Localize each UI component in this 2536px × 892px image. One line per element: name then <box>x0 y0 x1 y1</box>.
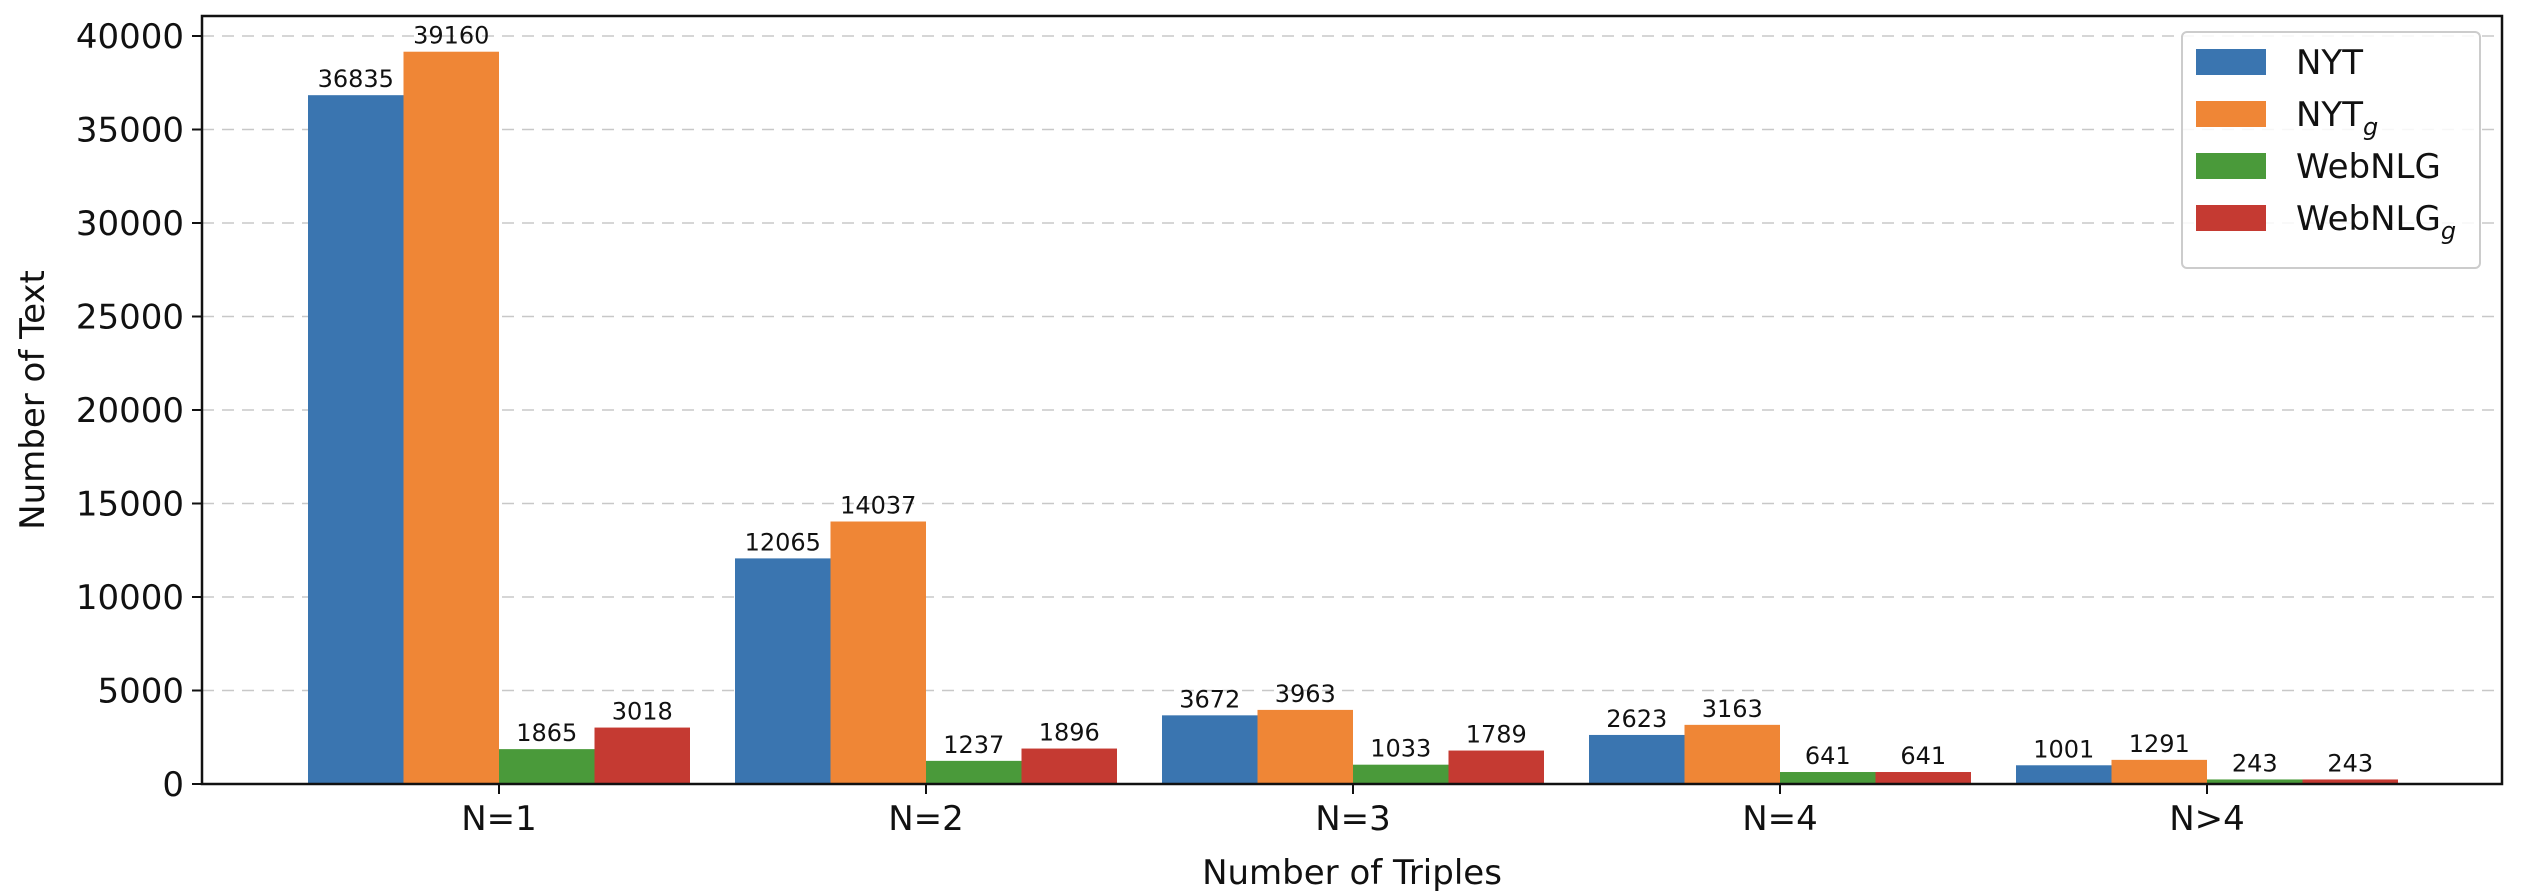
y-tick-label: 30000 <box>76 204 184 244</box>
data-label: 3018 <box>612 698 673 726</box>
data-labels-group: 36835 39160 1865 3018 12065 14037 1237 1896 3672… <box>318 22 2374 778</box>
data-label: 243 <box>2232 749 2278 777</box>
bar-WebNLG-N=2 <box>926 760 1022 784</box>
x-tick-label: N=3 <box>1315 799 1391 839</box>
data-label: 12065 <box>745 528 821 556</box>
data-label: 1896 <box>1039 719 1100 747</box>
bar-WebNLGg-N>4 <box>2302 779 2398 784</box>
bar-NYTg-N=2 <box>830 521 926 784</box>
data-label: 3163 <box>1702 695 1763 723</box>
data-label: 1001 <box>2033 735 2094 763</box>
legend-swatch <box>2196 101 2266 127</box>
y-axis: 0 5000 10000 15000 20000 25000 30000 35000 40000 <box>76 17 202 805</box>
legend-label-base: WebNLG <box>2296 147 2441 187</box>
y-tick-label: 20000 <box>76 391 184 431</box>
data-label: 641 <box>1900 742 1946 770</box>
data-label: 3672 <box>1179 685 1240 713</box>
x-tick-label: N=4 <box>1742 799 1818 839</box>
bar-WebNLG-N=3 <box>1353 764 1449 784</box>
x-tick-label: N=2 <box>888 799 964 839</box>
legend-label-subscript: g <box>2441 217 2456 245</box>
y-axis-title: Number of Text <box>13 270 53 530</box>
legend-swatch <box>2196 49 2266 75</box>
data-label: 14037 <box>840 492 916 520</box>
bar-NYTg-N>4 <box>2111 759 2207 784</box>
y-tick-label: 35000 <box>76 111 184 151</box>
y-tick-label: 5000 <box>97 672 184 712</box>
grid-lines <box>202 35 2502 692</box>
legend-swatch <box>2196 205 2266 231</box>
data-label: 1033 <box>1370 735 1431 763</box>
y-tick-label: 0 <box>162 765 184 805</box>
bar-NYT-N=4 <box>1589 734 1685 784</box>
x-axis: N=1 N=2 N=3 N=4 N>4 <box>461 784 2245 839</box>
legend-label-base: NYT <box>2296 43 2363 83</box>
data-label: 1789 <box>1466 721 1527 749</box>
legend-label: NYT <box>2296 43 2363 83</box>
bar-NYT-N=3 <box>1162 715 1258 784</box>
data-label: 1865 <box>516 719 577 747</box>
bar-NYT-N=2 <box>735 558 831 784</box>
bar-WebNLG-N=1 <box>499 749 595 784</box>
legend-label-subscript: g <box>2363 113 2378 141</box>
y-tick-label: 25000 <box>76 298 184 338</box>
legend-label: WebNLG <box>2296 147 2441 187</box>
x-axis-title: Number of Triples <box>1202 853 1502 892</box>
bar-WebNLGg-N=1 <box>594 727 690 784</box>
data-label: 1291 <box>2129 730 2190 758</box>
data-label: 3963 <box>1275 680 1336 708</box>
bar-NYTg-N=4 <box>1684 724 1780 784</box>
y-tick-label: 15000 <box>76 485 184 525</box>
legend-label: NYTg <box>2296 95 2378 141</box>
legend-swatch <box>2196 153 2266 179</box>
x-tick-label: N=1 <box>461 799 537 839</box>
bars-group <box>308 51 2398 785</box>
x-tick-label: N>4 <box>2169 799 2245 839</box>
bar-WebNLG-N=4 <box>1780 772 1876 784</box>
data-label: 36835 <box>318 65 394 93</box>
bar-WebNLGg-N=3 <box>1448 750 1544 784</box>
data-label: 39160 <box>413 22 489 50</box>
legend-label: WebNLGg <box>2296 199 2456 245</box>
bar-WebNLG-N>4 <box>2207 779 2303 784</box>
data-label: 1237 <box>943 731 1004 759</box>
bar-NYTg-N=3 <box>1257 709 1353 784</box>
bar-WebNLGg-N=2 <box>1021 748 1117 784</box>
bar-NYT-N=1 <box>308 95 404 785</box>
bar-NYTg-N=1 <box>403 51 499 784</box>
data-label: 641 <box>1805 742 1851 770</box>
data-label: 243 <box>2327 749 2373 777</box>
bar-WebNLGg-N=4 <box>1875 772 1971 784</box>
legend-label-base: NYT <box>2296 95 2363 135</box>
legend-label-base: WebNLG <box>2296 199 2441 239</box>
y-tick-label: 40000 <box>76 17 184 57</box>
data-label: 2623 <box>1606 705 1667 733</box>
plot-frame <box>200 14 2504 786</box>
bar-NYT-N>4 <box>2016 765 2112 784</box>
y-tick-label: 10000 <box>76 578 184 618</box>
